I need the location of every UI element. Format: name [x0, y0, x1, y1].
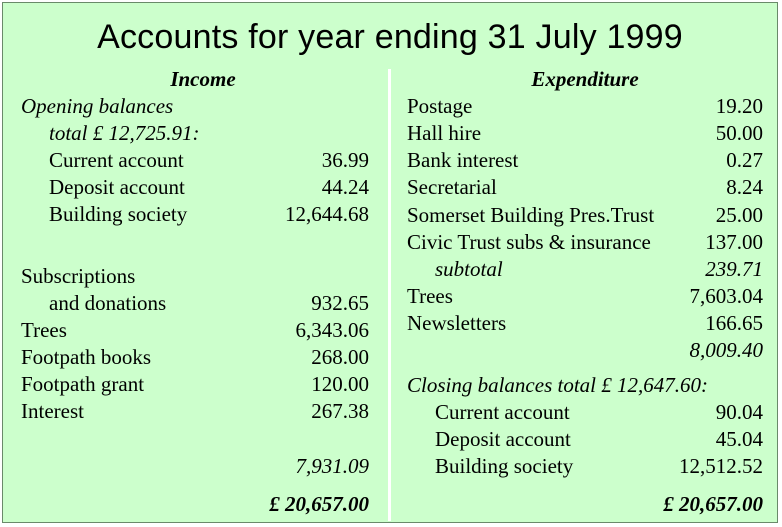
- row-label: Interest: [21, 399, 84, 423]
- row-value: 268.00: [311, 345, 369, 369]
- row-label: Secretarial: [407, 175, 497, 199]
- row-label: Trees: [407, 284, 453, 308]
- row-value: 932.65: [311, 291, 369, 315]
- row-label: Deposit account: [435, 427, 571, 451]
- row-label: Building society: [435, 454, 574, 478]
- row-label: Trees: [21, 318, 67, 342]
- row-label: Postage: [407, 94, 473, 118]
- row-value: 166.65: [705, 311, 763, 335]
- row-value: 137.00: [705, 230, 763, 254]
- row-value: 8.24: [726, 175, 763, 199]
- row-value: 12,512.52: [679, 454, 763, 478]
- row-label: Footpath books: [21, 345, 152, 369]
- row-value: 267.38: [311, 399, 369, 423]
- row-label: Closing balances total £ 12,647.60:: [407, 373, 708, 397]
- opening-label: Opening balances: [21, 94, 174, 118]
- row-value: 8,009.40: [689, 338, 764, 362]
- row-value: 120.00: [311, 372, 369, 396]
- row-value: 0.27: [726, 148, 763, 172]
- row-label: subtotal: [435, 257, 503, 281]
- row-value: 7,603.04: [689, 284, 764, 308]
- row-label: Bank interest: [407, 148, 519, 172]
- row-value: £ 20,657.00: [269, 492, 369, 516]
- row-label: Building society: [49, 202, 188, 226]
- row-label: Footpath grant: [21, 372, 145, 396]
- row-value: 45.04: [715, 427, 763, 451]
- row-label: Somerset Building Pres.Trust: [407, 203, 655, 227]
- row-value: 6,343.06: [295, 318, 370, 342]
- row-value: 7,931.09: [295, 454, 370, 478]
- row-value: £ 20,657.00: [663, 492, 763, 516]
- row-label: Civic Trust subs & insurance: [407, 230, 651, 254]
- income-heading: Income: [170, 67, 236, 91]
- row-value: 239.71: [705, 257, 763, 281]
- column-divider: [388, 69, 391, 521]
- row-label: Hall hire: [407, 121, 482, 145]
- row-value: 90.04: [715, 400, 763, 424]
- row-label: and donations: [49, 291, 167, 315]
- row-value: 44.24: [321, 175, 369, 199]
- row-label: Current account: [49, 148, 184, 172]
- row-label: Newsletters: [407, 311, 507, 335]
- row-value: 50.00: [715, 121, 763, 145]
- row-value: 19.20: [715, 94, 763, 118]
- row-label: Current account: [435, 400, 570, 424]
- opening-total-label: total £ 12,725.91:: [49, 121, 200, 145]
- row-value: 25.00: [715, 203, 763, 227]
- row-label: Subscriptions: [21, 264, 136, 288]
- page-title: Accounts for year ending 31 July 1999: [97, 18, 683, 56]
- row-label: Deposit account: [49, 175, 185, 199]
- row-value: 36.99: [321, 148, 369, 172]
- expenditure-heading: Expenditure: [531, 67, 639, 91]
- row-value: 12,644.68: [285, 202, 369, 226]
